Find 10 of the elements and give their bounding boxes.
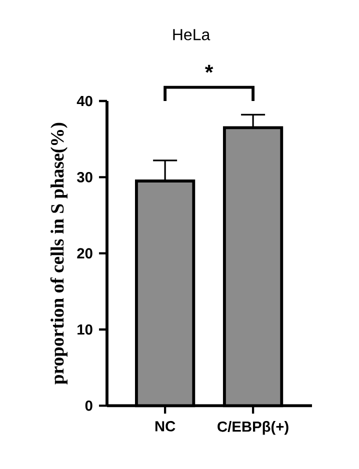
y-tick-label: 10 [78,324,92,335]
x-tick-label: NC [155,421,176,432]
y-tick-label: 20 [77,248,92,259]
chart-title: HeLa [173,29,210,40]
y-tick-label: 0 [85,400,92,411]
x-tick-label: C/EBPβ(+) [218,421,288,435]
y-tick-label: 30 [76,172,92,182]
text: * [204,64,214,73]
y-tick-label: 40 [76,96,92,106]
y-axis-title: proportion of cells in S phase(%) [50,122,68,384]
